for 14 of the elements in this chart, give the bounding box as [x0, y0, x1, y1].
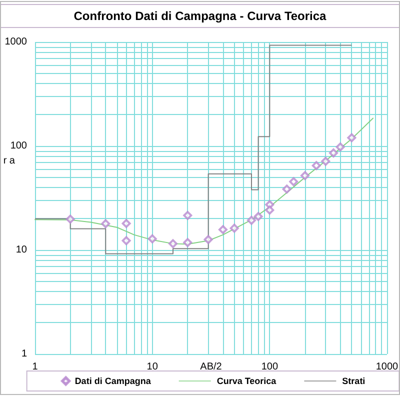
- legend-label: Strati: [342, 376, 366, 386]
- x-axis-title: AB/2: [200, 362, 222, 372]
- x-tick-label: 1000: [376, 362, 399, 372]
- x-tick-label: 10: [146, 362, 158, 372]
- y-axis-title: r a: [3, 156, 16, 166]
- y-tick-label: 10: [16, 244, 28, 256]
- legend-label: Dati di Campagna: [74, 376, 152, 386]
- y-tick-label: 1000: [4, 36, 28, 48]
- chart-title: Confronto Dati di Campagna - Curva Teorica: [74, 9, 327, 23]
- y-tick-label: 1: [21, 348, 28, 360]
- y-tick-label: 100: [10, 140, 28, 152]
- legend-label: Curva Teorica: [216, 376, 278, 386]
- x-tick-label: 100: [261, 362, 278, 372]
- x-tick-label: 1: [32, 362, 38, 372]
